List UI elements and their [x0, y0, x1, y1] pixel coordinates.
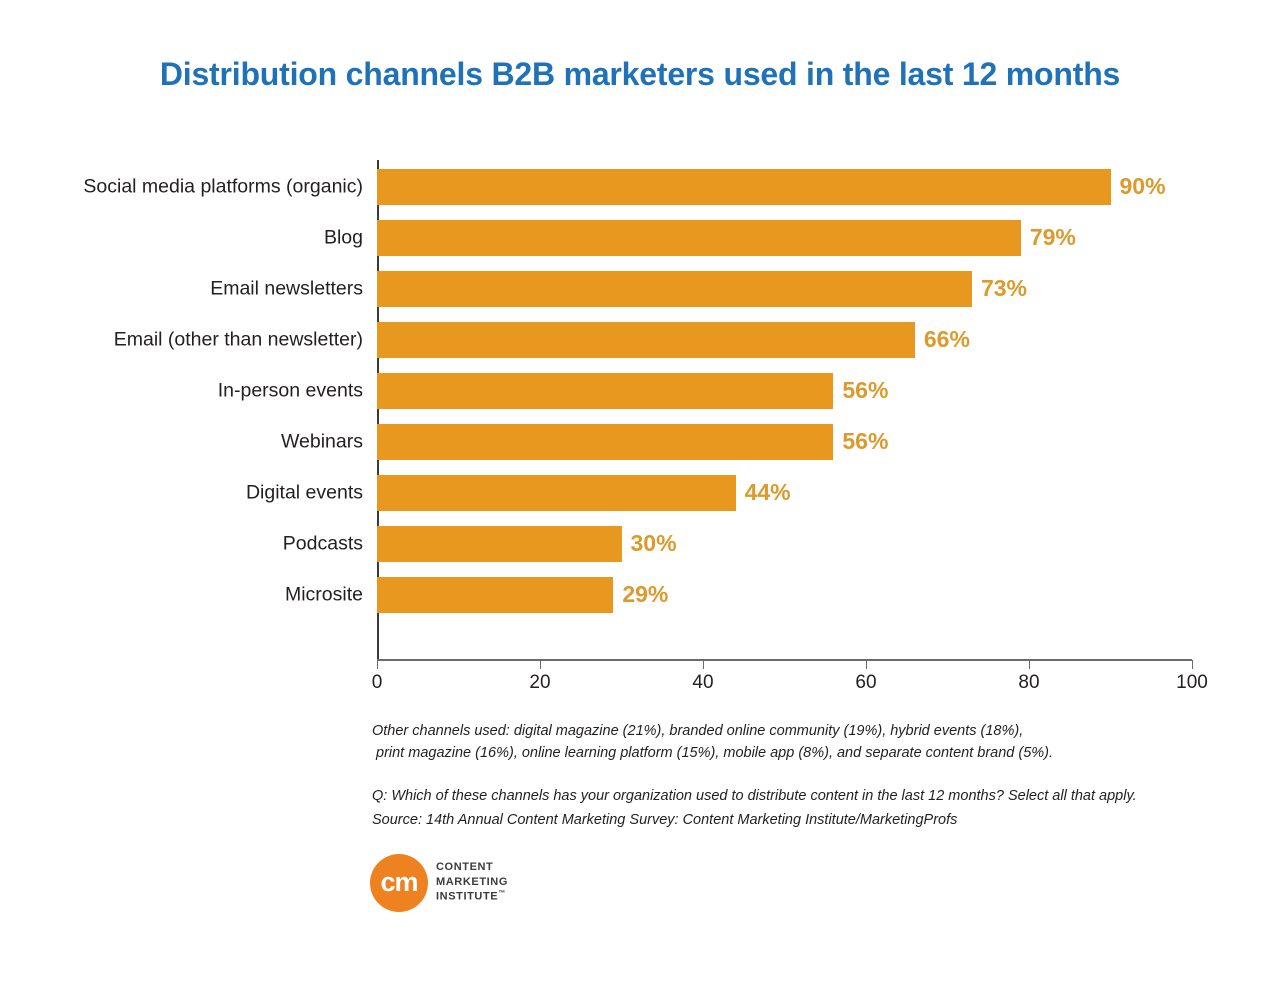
x-axis-tick [703, 660, 704, 669]
x-axis-tick-label: 40 [692, 672, 714, 693]
survey-question-note: Q: Which of these channels has your orga… [372, 788, 1137, 804]
source-note: Source: 14th Annual Content Marketing Su… [372, 812, 958, 828]
cmi-wordmark-line-2: MARKETING [436, 875, 509, 888]
x-axis-tick-label: 0 [371, 672, 383, 693]
bar-value-label: 79% [1029, 223, 1076, 250]
bar-row: 44% [377, 475, 1192, 511]
bar-value-label: 44% [744, 478, 791, 505]
bar-value-label: 90% [1119, 172, 1166, 199]
bar-value-label: 29% [622, 580, 669, 607]
bar-chart: Social media platforms (organic) Blog Emai… [83, 160, 1208, 693]
cmi-wordmark-line-3: INSTITUTE™ [436, 889, 508, 904]
bar-value-label: 56% [842, 427, 889, 454]
x-axis-tick-label: 20 [529, 672, 551, 693]
content-marketing-institute-logo: cm CONTENT MARKETING INSTITUTE™ [370, 854, 570, 916]
other-channels-note: Other channels used: digital magazine (2… [372, 721, 1053, 765]
bar [377, 169, 1111, 205]
bar-row: 66% [377, 322, 1192, 358]
category-label: Email newsletters [210, 277, 363, 300]
x-axis-tick [866, 660, 867, 669]
category-label: Digital events [245, 481, 363, 504]
x-axis-tick [540, 660, 541, 669]
page-title: Distribution channels B2B marketers used… [159, 56, 1121, 92]
y-axis-line [377, 160, 379, 660]
bar [377, 220, 1021, 256]
cmi-wordmark: CONTENT MARKETING INSTITUTE™ [436, 860, 508, 905]
cmi-wordmark-institute-label: INSTITUTE [436, 890, 499, 903]
x-axis-line [377, 659, 1192, 661]
bar [377, 577, 614, 613]
bar-row: 79% [377, 220, 1192, 256]
bar-row: 56% [377, 373, 1192, 409]
bar-value-label: 56% [842, 376, 889, 403]
category-label: Microsite [284, 583, 363, 606]
category-label: Blog [323, 226, 363, 249]
bar-row: 56% [377, 424, 1192, 460]
x-axis-tick [1029, 660, 1030, 669]
bar [377, 271, 972, 307]
other-channels-line-1: Other channels used: digital magazine (2… [372, 723, 1024, 739]
cmi-wordmark-line-1: CONTENT [436, 861, 494, 873]
bar-value-label: 66% [923, 325, 970, 352]
x-axis-tick-label: 80 [1018, 672, 1040, 693]
bar-row: 30% [377, 526, 1192, 562]
bar [377, 424, 834, 460]
bar-row: 73% [377, 271, 1192, 307]
bar-row: 90% [377, 169, 1192, 205]
bar-row: 29% [377, 577, 1192, 613]
bar-value-label: 73% [980, 274, 1027, 301]
bar [377, 322, 915, 358]
cmi-circle-icon: cm [370, 854, 428, 912]
bar [377, 373, 834, 409]
bar [377, 475, 736, 511]
category-label: Webinars [280, 430, 363, 453]
category-axis-labels: Social media platforms (organic) Blog Emai… [0, 160, 377, 660]
x-axis-tick [1192, 660, 1193, 669]
cmi-monogram-label: cm [380, 866, 418, 897]
bar-value-label: 30% [630, 529, 677, 556]
bar [377, 526, 622, 562]
category-label: In-person events [217, 379, 363, 402]
trademark-icon: ™ [498, 890, 506, 898]
other-channels-line-2: print magazine (16%), online learning pl… [376, 744, 1054, 761]
x-axis-tick-label: 100 [1176, 672, 1208, 693]
category-label: Email (other than newsletter) [113, 328, 363, 351]
category-label: Podcasts [282, 532, 363, 555]
x-axis-tick-label: 60 [855, 672, 877, 693]
x-axis-tick [377, 660, 378, 669]
category-label: Social media platforms (organic) [83, 175, 363, 198]
